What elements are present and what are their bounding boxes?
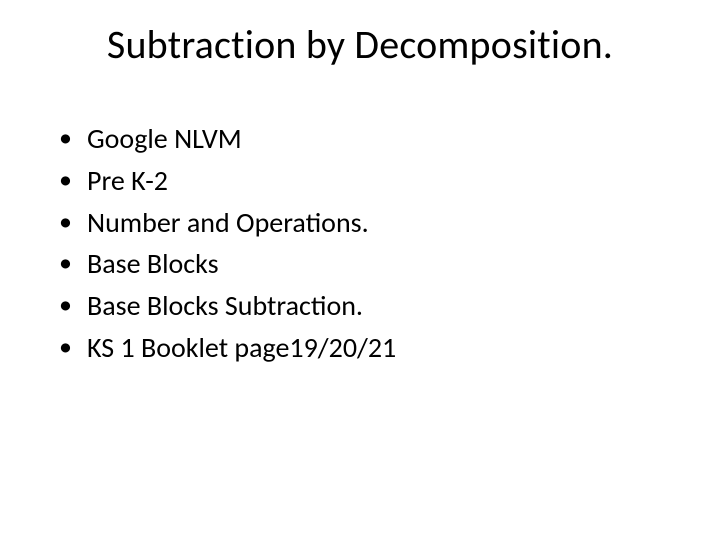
slide: Subtraction by Decomposition. Google NLV…	[0, 0, 720, 540]
bullet-list: Google NLVM Pre K-2 Number and Operation…	[55, 120, 665, 367]
list-item: Base Blocks	[55, 245, 665, 283]
list-item: Google NLVM	[55, 120, 665, 158]
slide-body: Google NLVM Pre K-2 Number and Operation…	[55, 120, 665, 371]
list-item: Pre K-2	[55, 162, 665, 200]
list-item: Number and Operations.	[55, 204, 665, 242]
slide-title: Subtraction by Decomposition.	[0, 20, 720, 69]
list-item: Base Blocks Subtraction.	[55, 287, 665, 325]
list-item: KS 1 Booklet page19/20/21	[55, 329, 665, 367]
